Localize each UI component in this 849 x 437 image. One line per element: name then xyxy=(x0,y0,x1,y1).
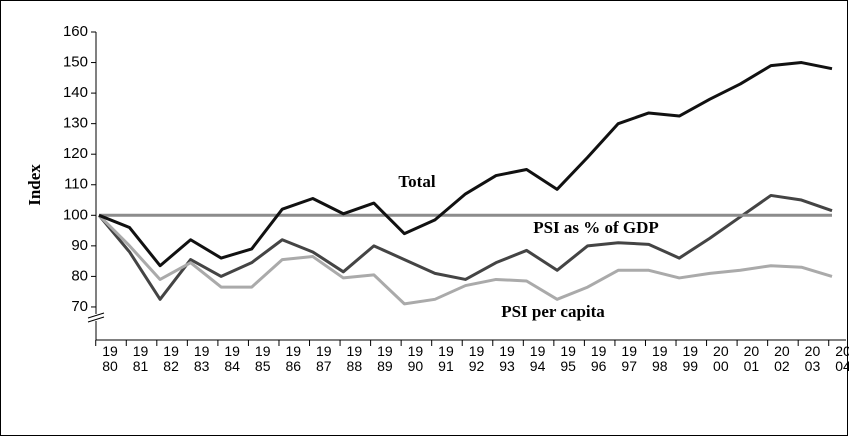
x-tick-label: 1980 xyxy=(102,343,118,374)
x-tick-label: 1985 xyxy=(254,343,271,374)
x-tick-label: 1991 xyxy=(438,343,454,374)
x-tick-label: 2002 xyxy=(774,343,790,374)
series-label: PSI per capita xyxy=(501,302,605,321)
x-tick-label: 2001 xyxy=(743,343,760,374)
y-tick-label: 150 xyxy=(63,54,88,71)
x-tick-label: 2004 xyxy=(835,343,849,374)
y-axis-label: Index xyxy=(25,164,44,206)
x-tick-label: 1987 xyxy=(315,343,332,374)
x-tick-label: 1984 xyxy=(224,343,240,374)
x-tick-label: 1982 xyxy=(163,343,179,374)
x-tick-label: 1981 xyxy=(132,343,149,374)
x-tick-label: 1998 xyxy=(651,343,668,374)
x-tick-label: 1994 xyxy=(529,343,546,374)
y-tick-label: 140 xyxy=(63,84,88,101)
x-tick-label: 1986 xyxy=(285,343,302,374)
x-tick-label: 1996 xyxy=(590,343,607,374)
axis-break xyxy=(88,314,104,321)
x-tick-label: 2003 xyxy=(804,343,821,374)
x-tick-label: 1997 xyxy=(621,343,637,374)
y-tick-label: 110 xyxy=(64,176,88,193)
y-tick-label: 100 xyxy=(63,206,88,223)
x-tick-label: 1990 xyxy=(407,343,424,374)
axis-break xyxy=(87,312,105,323)
line-series xyxy=(98,61,833,268)
x-tick-label: 1993 xyxy=(499,343,515,374)
y-tick-label: 130 xyxy=(63,115,88,132)
x-tick-label: 1989 xyxy=(377,343,393,374)
series-label: PSI as % of GDP xyxy=(533,218,659,237)
y-tick-label: 70 xyxy=(71,298,88,315)
series-label: Total xyxy=(398,172,435,191)
x-tick-label: 1995 xyxy=(560,343,576,374)
line-series xyxy=(97,214,833,306)
x-tick-label: 2000 xyxy=(713,343,729,374)
x-tick-label: 1999 xyxy=(682,343,699,374)
x-tick-label: 1983 xyxy=(193,343,210,374)
y-tick-label: 80 xyxy=(71,267,88,284)
line-series xyxy=(97,193,833,301)
y-tick-label: 90 xyxy=(71,237,88,254)
y-tick-label: 160 xyxy=(63,23,88,40)
x-tick-label: 1988 xyxy=(346,343,363,374)
x-tick-label: 1992 xyxy=(468,343,485,374)
y-tick-label: 120 xyxy=(63,145,88,162)
